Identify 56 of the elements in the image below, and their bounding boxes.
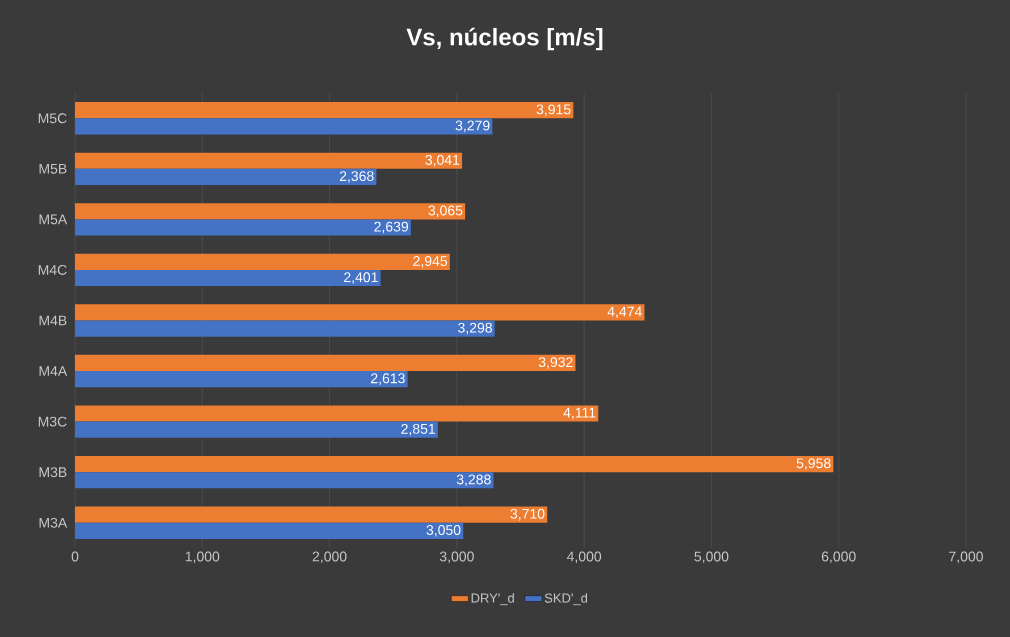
x-tick-label: 2,000 [312,551,347,564]
bar [75,168,377,186]
bar [75,118,493,135]
data-label: 3,298 [458,322,492,335]
x-tick-label: 4,000 [566,551,602,564]
data-label: 3,288 [456,474,491,487]
data-label: 5,958 [796,458,831,470]
y-tick-label: M4A [39,366,68,376]
data-label: 3,065 [428,205,463,218]
y-tick-label: M4B [39,315,67,326]
y-tick-label: M3C [38,416,67,427]
bar [75,472,494,489]
data-label: 3,041 [425,154,460,167]
data-label: 2,401 [344,272,378,284]
x-tick-label: 1,000 [185,551,220,564]
bar [75,152,463,169]
data-label: 3,279 [455,120,490,133]
y-tick-label: M3B [39,467,67,478]
x-tick-label: 5,000 [694,551,729,564]
data-label: 3,710 [510,508,545,521]
y-tick-label: M5A [39,214,68,225]
data-label: 4,111 [563,407,596,420]
y-tick-label: M4C [38,264,67,275]
data-label: 3,932 [538,357,573,369]
bar [75,506,548,523]
bar [75,421,438,438]
x-tick-label: 3,000 [439,551,474,564]
bar [75,371,408,388]
y-tick-label: M5B [39,163,67,174]
x-tick-label: 0 [71,551,79,562]
x-tick-label: 6,000 [821,551,856,564]
chart-title: Vs, núcleos [m/s] [406,27,603,51]
data-label: 2,851 [401,423,436,436]
bar [75,269,381,287]
data-label: 3,050 [426,525,461,537]
data-label: 2,613 [371,373,405,385]
bar [75,455,834,473]
bar [75,522,464,539]
bar [75,304,645,321]
legend-label: DRY'_d [471,593,514,606]
bar [75,219,411,236]
legend-label: SKD'_d [544,593,588,606]
bar [75,354,576,372]
data-label: 3,915 [536,104,571,116]
data-label: 2,639 [374,221,409,234]
data-label: 4,474 [607,306,642,319]
bar [75,203,466,220]
y-tick-label: M3A [39,517,68,528]
y-tick-label: M5C [38,113,67,124]
data-label: 2,945 [413,256,448,268]
data-label: 2,368 [339,171,374,183]
bar [75,320,495,337]
bar [75,253,450,270]
x-tick-label: 7,000 [949,551,983,564]
bar [75,102,574,119]
bar [75,405,599,422]
